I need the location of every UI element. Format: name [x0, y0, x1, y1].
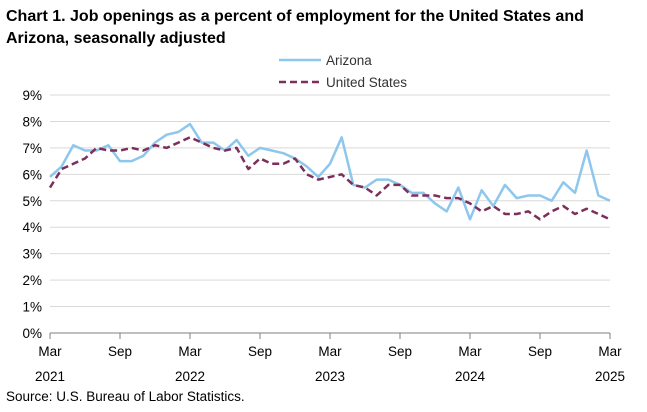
series-line-arizona: [49, 122, 611, 221]
x-tick-label: Mar: [458, 344, 482, 359]
x-tick-label: Mar: [598, 344, 622, 359]
x-tick-label: Sep: [528, 344, 552, 359]
x-tick-year-label: 2021: [35, 369, 65, 384]
y-tick-label: 4%: [22, 220, 42, 235]
y-tick-label: 0%: [22, 326, 42, 341]
y-tick-label: 3%: [22, 247, 42, 262]
legend-label-united-states: United States: [326, 75, 407, 90]
chart-title: Chart 1. Job openings as a percent of em…: [6, 8, 584, 47]
x-tick-year-label: 2022: [175, 369, 205, 384]
x-tick-label: Mar: [178, 344, 202, 359]
x-tick-label: Mar: [38, 344, 62, 359]
x-tick-label: Sep: [248, 344, 272, 359]
source-note: Source: U.S. Bureau of Labor Statistics.: [6, 389, 245, 404]
y-tick-label: 6%: [22, 167, 42, 182]
y-tick-label: 1%: [22, 300, 42, 315]
y-tick-label: 2%: [22, 273, 42, 288]
y-tick-label: 8%: [22, 114, 42, 129]
y-tick-label: 9%: [22, 88, 42, 103]
x-tick-label: Sep: [388, 344, 412, 359]
x-tick-label: Sep: [108, 344, 132, 359]
series-line-united-states: [48, 136, 611, 221]
x-tick-year-label: 2025: [595, 369, 625, 384]
x-tick-year-label: 2023: [315, 369, 345, 384]
y-tick-label: 5%: [22, 194, 42, 209]
y-tick-label: 7%: [22, 141, 42, 156]
x-tick-year-label: 2024: [455, 369, 486, 384]
legend-label-arizona: Arizona: [326, 53, 372, 68]
x-tick-label: Mar: [318, 344, 342, 359]
